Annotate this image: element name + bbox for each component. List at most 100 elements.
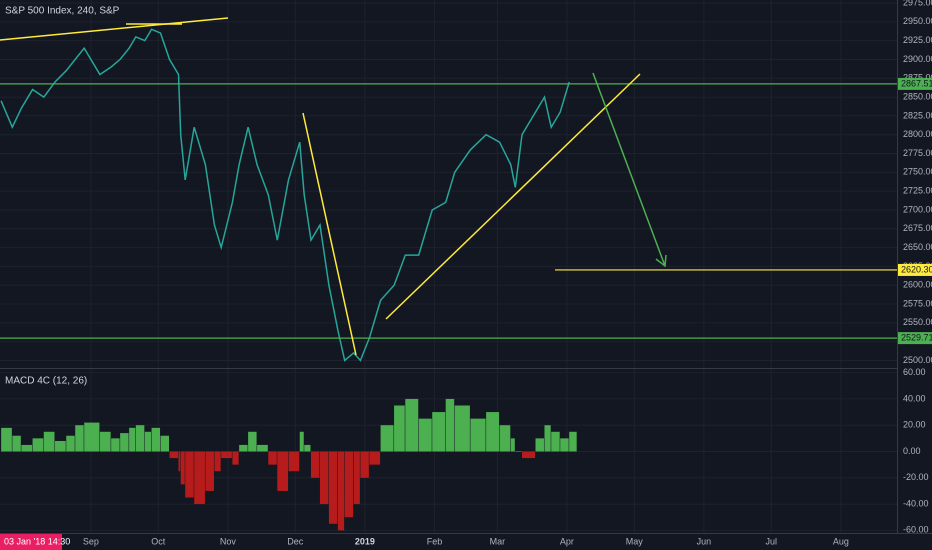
histogram-bar <box>221 451 232 459</box>
y-tick-label: 60.00 <box>903 367 926 377</box>
x-tick-label: Oct <box>151 536 166 546</box>
arrow <box>592 72 666 267</box>
y-tick-label: -60.00 <box>903 525 929 535</box>
drawing-tools <box>0 17 667 356</box>
y-tick-label: 2775.00 <box>903 148 932 158</box>
histogram-bar <box>214 451 221 472</box>
level-label-box <box>898 263 932 276</box>
trend-line <box>385 73 641 320</box>
histogram-bar <box>178 451 181 472</box>
mark-layer <box>0 28 897 531</box>
level-label: 2867.51 <box>901 78 932 88</box>
histogram-bar <box>160 435 170 452</box>
histogram-bar <box>43 431 55 452</box>
histogram-bar <box>551 431 560 452</box>
x-tick-label: Apr <box>560 536 574 546</box>
histogram-bar <box>418 418 432 452</box>
histogram-bar <box>499 425 511 452</box>
x-tick-label: Dec <box>287 536 304 546</box>
arrow-head <box>655 254 667 268</box>
y-tick-label: 2500.00 <box>903 355 932 365</box>
x-tick-label: Jul <box>766 536 778 546</box>
histogram-bar <box>454 405 470 452</box>
histogram-bar <box>369 451 381 465</box>
histogram-bar <box>239 444 248 452</box>
x-tick-label: Feb <box>427 536 443 546</box>
y-tick-label: 2575.00 <box>903 298 932 308</box>
level-label: 2620.30 <box>901 264 932 274</box>
histogram-bar <box>21 444 33 452</box>
y-tick-label: 2650.00 <box>903 242 932 252</box>
y-tick-label: 2700.00 <box>903 204 932 214</box>
histogram-bar <box>194 451 205 505</box>
histogram-bar <box>169 451 179 459</box>
y-tick-label: 2600.00 <box>903 280 932 290</box>
level-label: 2529.71 <box>901 332 932 342</box>
histogram-bar <box>405 398 419 452</box>
histogram-bar <box>248 431 257 452</box>
crosshair-box <box>0 534 62 550</box>
price-line <box>0 28 570 362</box>
x-tick-label: Mar <box>490 536 506 546</box>
y-tick-label: 40.00 <box>903 393 926 403</box>
histogram-bar <box>544 425 551 452</box>
x-tick-label: 2019 <box>355 536 375 546</box>
y-tick-label: 2900.00 <box>903 54 932 64</box>
indicator-title: MACD 4C (12, 26) <box>5 376 87 387</box>
histogram-bar <box>75 425 84 452</box>
crosshair-label: 03 Jan '18 14:30 <box>4 536 70 546</box>
histogram-bar <box>319 451 329 505</box>
histogram-bar <box>111 438 120 452</box>
histogram-bar <box>515 451 522 452</box>
histogram-bar <box>299 431 304 452</box>
x-tick-label: Aug <box>833 536 849 546</box>
histogram-bar <box>66 435 75 452</box>
histogram-bar <box>328 451 338 524</box>
level-label-box <box>898 332 932 345</box>
y-tick-label: 0.00 <box>903 446 921 456</box>
x-tick-label: Nov <box>220 536 237 546</box>
histogram-bar <box>337 451 345 531</box>
histogram-bar <box>55 440 66 452</box>
x-tick-label: Jun <box>697 536 712 546</box>
histogram-bar <box>560 438 569 452</box>
histogram-bar <box>360 451 369 478</box>
histogram-bar <box>32 438 44 452</box>
chart-title: S&P 500 Index, 240, S&P <box>5 6 120 17</box>
histogram-bar <box>1 427 12 452</box>
histogram-bar <box>470 418 486 452</box>
histogram-bar <box>535 438 544 452</box>
histogram-bar <box>380 425 394 452</box>
histogram-bar <box>522 451 536 459</box>
histogram-bar <box>180 451 185 485</box>
histogram-bar <box>257 444 268 452</box>
histogram-bar <box>185 451 194 498</box>
histogram-bar <box>268 451 277 465</box>
y-tick-label: 20.00 <box>903 420 926 430</box>
y-tick-label: 2800.00 <box>903 129 932 139</box>
y-tick-label: 2850.00 <box>903 91 932 101</box>
histogram-bar <box>486 412 500 452</box>
y-tick-label: 2725.00 <box>903 186 932 196</box>
y-tick-label: 2750.00 <box>903 167 932 177</box>
histogram-bar <box>445 398 455 452</box>
histogram-bar <box>288 451 300 472</box>
histogram-bar <box>151 427 161 452</box>
histogram-bar <box>510 438 515 452</box>
level-label-box <box>898 77 932 90</box>
y-tick-label: -40.00 <box>903 498 929 508</box>
histogram-bar <box>344 451 354 518</box>
y-tick-label: 2550.00 <box>903 317 932 327</box>
y-tick-label: 2825.00 <box>903 110 932 120</box>
histogram-bar <box>12 435 21 452</box>
histogram-bar <box>277 451 289 491</box>
histogram-bar <box>84 422 100 452</box>
grid-layer <box>0 0 897 533</box>
histogram-bar <box>129 427 136 452</box>
x-tick-label: Sep <box>83 536 99 546</box>
y-tick-label: 2675.00 <box>903 223 932 233</box>
histogram-bar <box>310 451 320 478</box>
histogram-bar <box>205 451 214 491</box>
